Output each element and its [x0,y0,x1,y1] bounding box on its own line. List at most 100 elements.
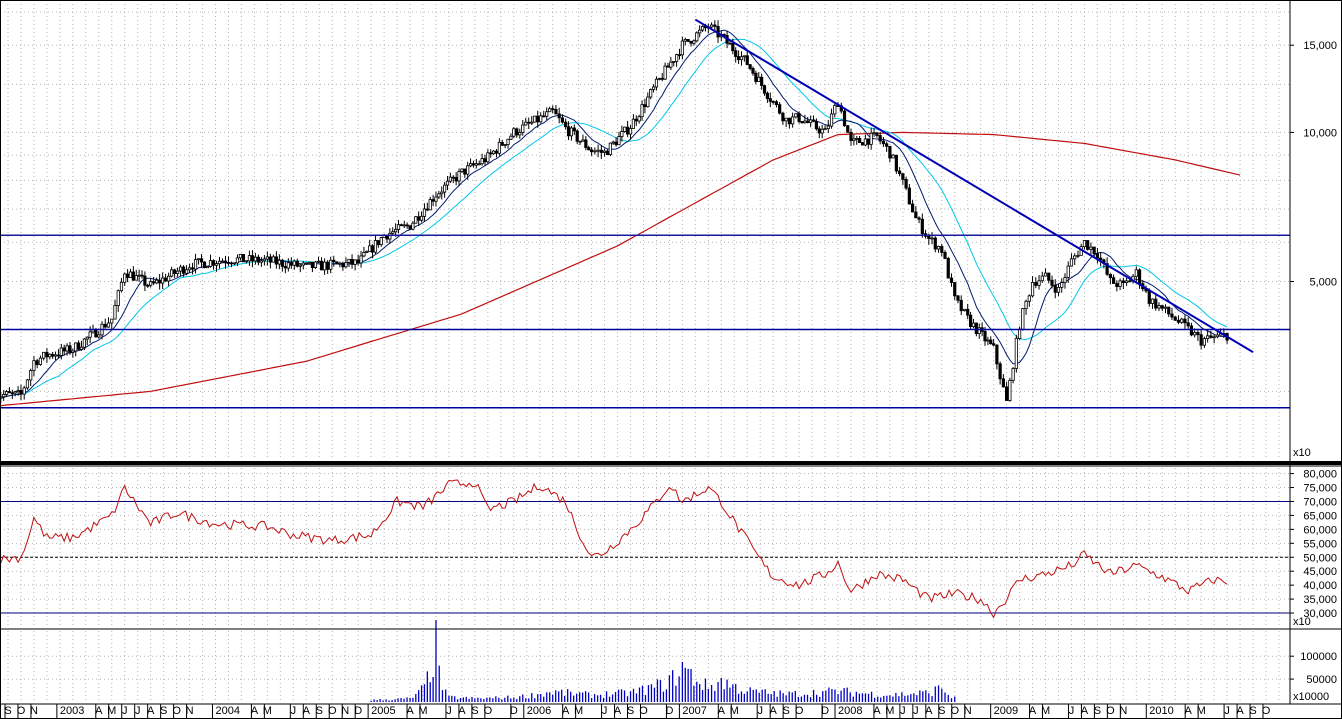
candle-body [910,203,915,213]
candle-body [1118,280,1122,287]
candle-body [791,116,795,125]
candle-body [422,208,427,217]
candle-body [560,117,565,123]
candle-body [250,255,255,262]
candle-body [949,277,954,283]
candle-body [1011,368,1015,381]
short-moving-average [0,29,1228,400]
candle-body [995,344,999,365]
candle-body [417,216,421,221]
candle-body [22,387,26,395]
candle-body [680,40,684,56]
candle-body [820,128,824,134]
candle-body [1047,272,1051,281]
candle-body [175,270,180,274]
time-tick-label: A [925,705,933,717]
candle-body [137,274,141,277]
candle-body [437,193,441,198]
candle-body [365,250,369,253]
time-tick-label: N [1119,705,1127,717]
candle-body [152,281,156,284]
candle-body [1193,331,1197,336]
candle-body [32,360,36,371]
volume-panel: 100000 50000 x10000 [0,620,1337,703]
candle-body [431,199,435,202]
candle-body [968,314,973,327]
candle-body [628,128,633,135]
candle-body [232,262,237,265]
candle-body [992,343,996,346]
oscillator-tick-label: 35,000 [1303,594,1337,606]
candle-body [891,154,895,159]
candle-body [983,330,987,342]
candle-body [917,217,921,220]
candle-body [414,216,418,224]
candle-body [13,391,17,394]
candle-body [557,113,561,119]
candle-body [608,142,612,155]
trendline-line [694,18,1254,353]
time-tick-label: O [1106,705,1115,717]
candle-body [1092,246,1096,255]
time-tick-label: A [1236,705,1244,717]
candle-body [572,127,576,132]
candle-body [1053,284,1057,293]
candle-body [778,104,782,114]
candle-body [1186,322,1190,327]
time-tick-label: M [574,705,583,717]
time-tick-label: D [821,705,829,717]
candle-body [1008,379,1012,401]
candle-body [806,120,810,123]
candle-body [774,101,779,105]
candle-body [74,342,78,352]
volume-grid [0,631,1290,702]
candle-body [370,245,375,253]
candle-body [223,260,228,263]
candle-body [1167,306,1171,315]
candle-body [548,108,552,113]
candle-body [587,147,591,151]
candle-body [1170,313,1174,318]
candle-body [492,150,496,155]
candle-body [1001,378,1005,388]
candle-body [584,139,588,148]
time-tick-label: O [484,705,493,717]
candle-body [542,115,546,118]
time-tick-label: N [964,705,972,717]
oscillator-tick-label: 30,000 [1303,608,1337,620]
time-tick-label: A [406,705,414,717]
time-tick-label: J [122,705,128,717]
candle-body [695,32,699,42]
candle-body [1189,325,1194,336]
time-tick-label: M [418,705,427,717]
candle-body [277,259,281,265]
candle-body [506,138,510,145]
candle-body [669,61,673,68]
candle-body [605,150,610,155]
candle-body [304,262,308,265]
candle-body [274,256,278,265]
candle-body [640,104,644,118]
candle-body [927,235,931,239]
candle-body [637,116,641,122]
candle-body [1024,300,1028,310]
candle-body [881,140,886,145]
candle-body [784,117,788,122]
time-tick-label: J [446,705,452,717]
candle-body [1160,305,1164,309]
candle-body [509,135,513,140]
time-tick-label: D [510,705,518,717]
candle-body [1040,275,1044,282]
candle-body [863,138,867,146]
candle-body [1196,331,1200,336]
candle-body [88,331,92,338]
long-moving-average [0,131,1241,407]
candle-body [875,132,879,136]
candle-body [181,266,186,274]
candle-body [1021,308,1025,330]
candle-body [289,262,293,266]
candle-body [178,266,183,272]
candle-body [301,262,305,266]
